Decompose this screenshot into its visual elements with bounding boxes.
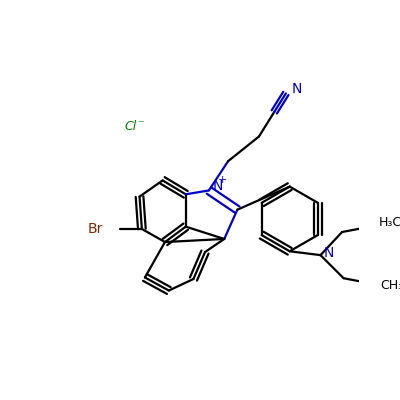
- Text: Br: Br: [88, 222, 103, 236]
- Text: N: N: [213, 179, 223, 193]
- Text: +: +: [218, 175, 227, 185]
- Text: H₃C: H₃C: [379, 216, 400, 229]
- Text: Cl: Cl: [124, 120, 136, 133]
- Text: N: N: [324, 246, 334, 260]
- Text: N: N: [292, 82, 302, 96]
- Text: CH₃: CH₃: [380, 280, 400, 292]
- Text: ⁻: ⁻: [137, 118, 144, 132]
